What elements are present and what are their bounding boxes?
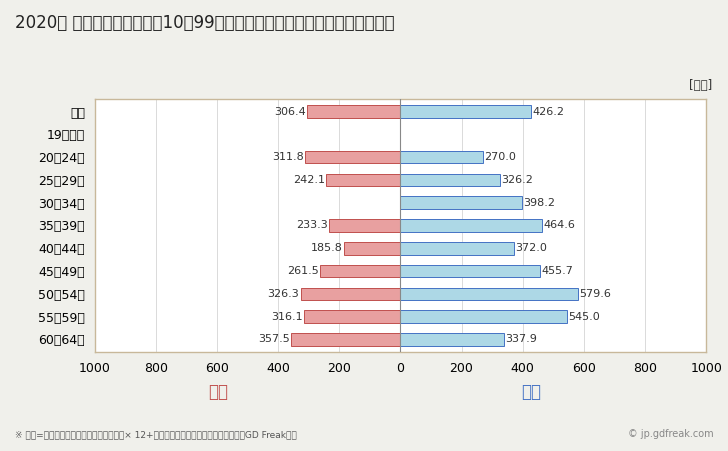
Bar — [344, 242, 400, 254]
Text: 女性: 女性 — [208, 383, 229, 401]
Bar — [291, 333, 400, 345]
Bar — [400, 333, 504, 345]
Bar — [304, 310, 400, 323]
Bar — [326, 174, 400, 186]
Bar — [329, 219, 400, 232]
Text: 2020年 民間企業（従業者数10〜99人）フルタイム労働者の男女別平均年収: 2020年 民間企業（従業者数10〜99人）フルタイム労働者の男女別平均年収 — [15, 14, 394, 32]
Bar — [400, 242, 514, 254]
Text: 398.2: 398.2 — [523, 198, 555, 208]
Bar — [400, 287, 577, 300]
Bar — [301, 287, 400, 300]
Text: 326.2: 326.2 — [502, 175, 533, 185]
Bar — [400, 265, 539, 277]
Text: 男性: 男性 — [521, 383, 542, 401]
Bar — [400, 106, 531, 118]
Bar — [400, 151, 483, 164]
Bar — [400, 310, 567, 323]
Text: © jp.gdfreak.com: © jp.gdfreak.com — [628, 429, 713, 439]
Text: 579.6: 579.6 — [579, 289, 611, 299]
Text: 326.3: 326.3 — [268, 289, 299, 299]
Text: 233.3: 233.3 — [296, 221, 328, 230]
Text: 242.1: 242.1 — [293, 175, 325, 185]
Bar — [400, 174, 500, 186]
Bar — [320, 265, 400, 277]
Bar — [305, 151, 400, 164]
Text: [万円]: [万円] — [689, 78, 712, 92]
Text: 185.8: 185.8 — [310, 243, 342, 253]
Text: 316.1: 316.1 — [271, 312, 303, 322]
Bar — [400, 219, 542, 232]
Text: 337.9: 337.9 — [505, 334, 537, 344]
Text: ※ 年収=「きまって支給する現金給与額」× 12+「年間賞与その他特別給与額」としてGD Freak推計: ※ 年収=「きまって支給する現金給与額」× 12+「年間賞与その他特別給与額」と… — [15, 430, 296, 439]
Text: 311.8: 311.8 — [272, 152, 304, 162]
Text: 261.5: 261.5 — [288, 266, 319, 276]
Text: 545.0: 545.0 — [569, 312, 600, 322]
Text: 372.0: 372.0 — [515, 243, 547, 253]
Bar — [400, 197, 522, 209]
Text: 426.2: 426.2 — [532, 107, 564, 117]
Text: 357.5: 357.5 — [258, 334, 290, 344]
Text: 455.7: 455.7 — [541, 266, 573, 276]
Text: 270.0: 270.0 — [484, 152, 516, 162]
Bar — [306, 106, 400, 118]
Text: 306.4: 306.4 — [274, 107, 306, 117]
Text: 464.6: 464.6 — [544, 221, 576, 230]
